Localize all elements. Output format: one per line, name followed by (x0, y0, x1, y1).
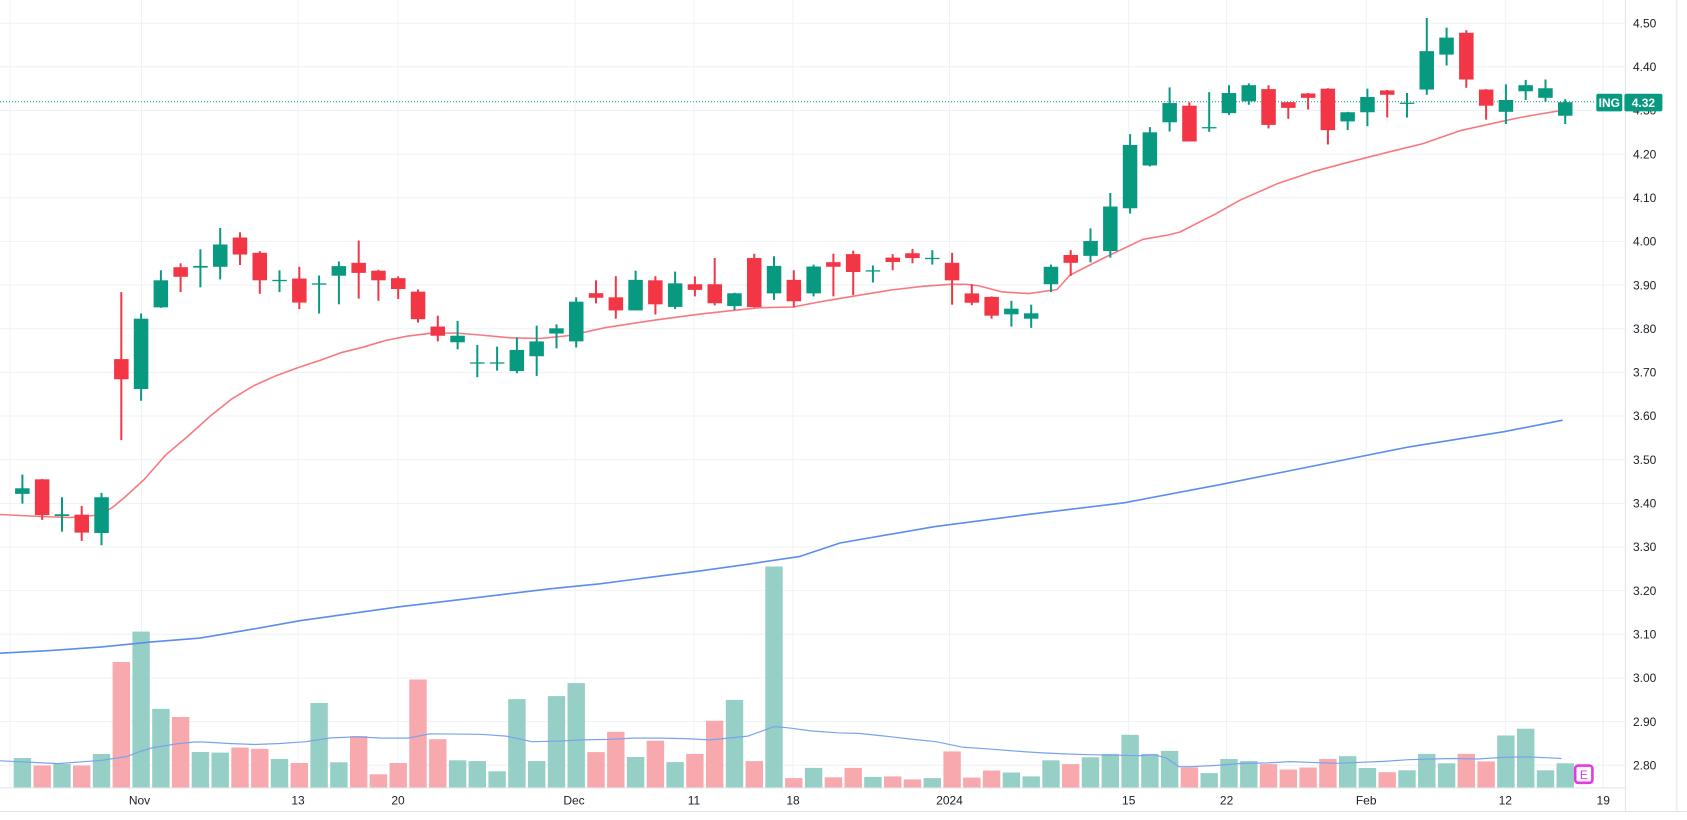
svg-text:Dec: Dec (563, 794, 584, 808)
svg-text:12: 12 (1499, 794, 1513, 808)
svg-text:Nov: Nov (129, 794, 150, 808)
svg-text:3.90: 3.90 (1633, 278, 1657, 292)
svg-text:3.70: 3.70 (1633, 366, 1657, 380)
svg-text:11: 11 (688, 794, 701, 808)
svg-text:18: 18 (786, 794, 800, 808)
svg-text:4.10: 4.10 (1633, 191, 1657, 205)
svg-text:4.20: 4.20 (1633, 147, 1657, 161)
svg-text:4.50: 4.50 (1633, 16, 1657, 30)
svg-text:3.00: 3.00 (1633, 671, 1657, 685)
svg-text:22: 22 (1220, 794, 1234, 808)
svg-text:15: 15 (1122, 794, 1136, 808)
svg-text:20: 20 (391, 794, 405, 808)
svg-text:3.80: 3.80 (1633, 322, 1657, 336)
svg-text:3.50: 3.50 (1633, 453, 1657, 467)
svg-text:3.20: 3.20 (1633, 584, 1657, 598)
svg-text:Feb: Feb (1356, 794, 1377, 808)
svg-text:3.60: 3.60 (1633, 409, 1657, 423)
svg-text:13: 13 (291, 794, 305, 808)
svg-text:2024: 2024 (936, 794, 963, 808)
svg-text:3.10: 3.10 (1633, 628, 1657, 642)
svg-text:3.30: 3.30 (1633, 540, 1657, 554)
svg-text:4.40: 4.40 (1633, 60, 1657, 74)
svg-text:2.90: 2.90 (1633, 715, 1657, 729)
svg-text:3.40: 3.40 (1633, 497, 1657, 511)
svg-text:2.80: 2.80 (1633, 759, 1657, 773)
svg-text:ING: ING (1599, 96, 1620, 110)
svg-text:4.32: 4.32 (1632, 96, 1656, 110)
svg-text:19: 19 (1597, 794, 1611, 808)
svg-text:4.00: 4.00 (1633, 235, 1657, 249)
svg-text:E: E (1580, 768, 1588, 782)
